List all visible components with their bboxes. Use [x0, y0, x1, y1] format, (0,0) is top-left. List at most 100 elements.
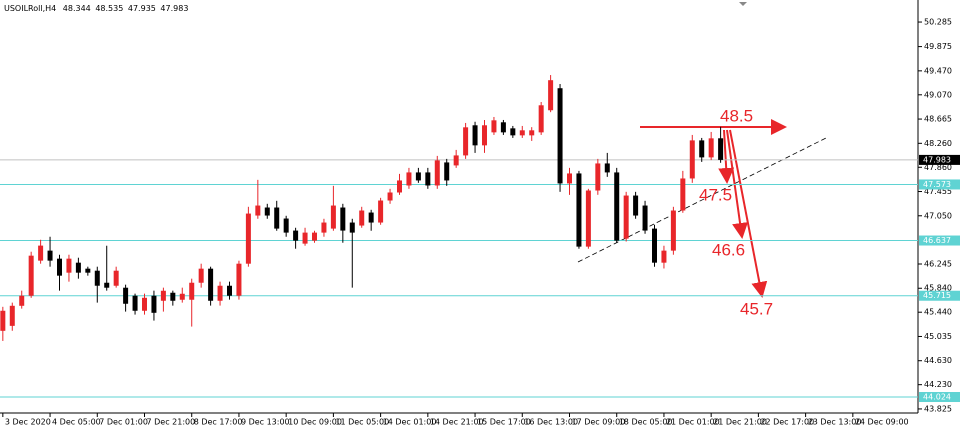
x-tick-label: 21 Dec 01:00 [666, 418, 720, 427]
y-tick-label: 48.665 [924, 115, 952, 124]
level-label-box [919, 235, 960, 246]
candle-body [585, 190, 591, 247]
candle-body [368, 212, 374, 223]
y-tick-label: 49.470 [924, 66, 952, 75]
candle-body [491, 120, 497, 133]
candle-body [66, 258, 72, 273]
candle-body [652, 228, 657, 263]
candle-body [708, 138, 714, 158]
open-value: 48.344 [63, 4, 91, 13]
symbol: USOILRoll,H4 [4, 4, 56, 13]
candle-body [482, 125, 487, 146]
candle-body [142, 297, 147, 311]
x-tick-label: 22 Dec 17:00 [760, 418, 814, 427]
level-label: 47.573 [923, 180, 951, 189]
y-tick-label: 47.050 [924, 211, 952, 220]
chart-header: USOILRoll,H4 48.344 48.535 47.935 47.983 [4, 4, 188, 13]
candle-body [670, 210, 676, 251]
y-tick-label: 44.630 [924, 356, 952, 365]
candle-body [680, 178, 686, 211]
candle-body [264, 207, 270, 216]
x-tick-label: 16 Dec 13:00 [524, 418, 578, 427]
level-label: 44.024 [923, 393, 951, 402]
x-tick-label: 18 Dec 05:00 [619, 418, 673, 427]
price-label-box [919, 154, 960, 165]
annotation: 48.5 [720, 106, 753, 125]
annotation: 46.6 [712, 240, 745, 259]
candle-body [387, 192, 393, 201]
arrow [726, 129, 748, 239]
candle-body [529, 130, 535, 136]
y-tick-label: 45.840 [924, 284, 952, 293]
candle-body [151, 295, 157, 313]
candle-body [47, 250, 53, 261]
y-tick-label: 48.260 [924, 139, 952, 148]
candle-body [123, 287, 129, 304]
y-tick-label: 47.860 [924, 163, 952, 172]
candle-body [444, 162, 450, 181]
x-tick-label: 15 Dec 17:00 [477, 418, 531, 427]
level-label: 46.637 [923, 236, 951, 245]
candle-body [104, 282, 110, 288]
trend-line [577, 136, 829, 263]
candle-body [57, 258, 62, 276]
candle-body [293, 230, 299, 241]
x-tick-label: 3 Dec 2020 [5, 418, 51, 427]
candle-body [330, 205, 336, 229]
y-tick-label: 45.440 [924, 308, 952, 317]
y-tick-label: 50.285 [924, 18, 952, 27]
candle-body [406, 172, 412, 186]
candle-body [349, 222, 355, 233]
y-tick-label: 45.035 [924, 332, 952, 341]
candle-body [538, 105, 544, 133]
x-tick-label: 7 Dec 01:00 [99, 418, 148, 427]
candle-body [302, 232, 308, 244]
annotation: 45.7 [740, 299, 773, 318]
x-tick-label: 10 Dec 09:00 [288, 418, 342, 427]
candle-body [274, 207, 280, 229]
level-label-box [919, 290, 960, 301]
candle-body [614, 172, 620, 241]
y-tick-label: 46.245 [924, 259, 952, 268]
x-tick-label: 21 Dec 21:00 [713, 418, 767, 427]
candle-body [519, 130, 525, 136]
x-tick-label: 14 Dec 01:00 [383, 418, 437, 427]
x-tick-label: 7 Dec 21:00 [147, 418, 196, 427]
candle-body [604, 163, 610, 173]
candle-body [500, 122, 506, 133]
candle-body [113, 270, 119, 286]
y-tick-label: 43.825 [924, 404, 952, 413]
candle-body [321, 222, 327, 233]
arrow [718, 129, 735, 184]
candle-body [217, 285, 223, 301]
candle-body [642, 205, 648, 231]
candle-body [699, 140, 705, 158]
candle-body [0, 310, 6, 331]
x-tick-label: 14 Dec 21:00 [430, 418, 484, 427]
x-tick-label: 8 Dec 17:00 [194, 418, 243, 427]
annotation: 47.5 [699, 185, 732, 204]
candle-body [38, 245, 44, 261]
candle-body [623, 195, 629, 239]
candle-body [378, 200, 384, 223]
scroll-marker [739, 2, 747, 6]
candle-body [85, 268, 91, 273]
candle-body [567, 173, 572, 184]
candle-body [227, 285, 232, 296]
candle-body [283, 218, 289, 233]
candle-body [463, 127, 469, 156]
y-tick-label: 44.230 [924, 380, 952, 389]
candle-body [510, 128, 516, 136]
candle-body [557, 88, 563, 184]
candle-body [425, 172, 431, 186]
candle-body [434, 160, 440, 186]
candle-body [595, 163, 601, 191]
candle-body [236, 263, 242, 296]
candle-body [94, 270, 100, 286]
candle-body [312, 232, 317, 241]
candle-body [415, 172, 421, 181]
level-label-box [919, 179, 960, 190]
